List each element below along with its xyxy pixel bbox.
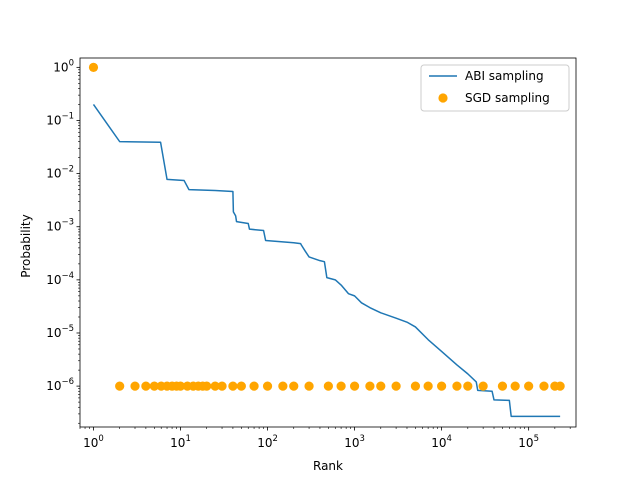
y-tick-label: 10−2	[46, 165, 74, 181]
y-tick-label: 10−1	[46, 111, 74, 127]
data-point-sgd	[365, 381, 375, 391]
data-point-sgd	[88, 62, 99, 72]
data-point-sgd	[349, 381, 360, 391]
data-point-sgd	[524, 381, 534, 391]
data-point-sgd	[289, 381, 299, 391]
y-tick-label: 10−5	[46, 324, 74, 340]
data-point-sgd	[115, 381, 125, 391]
data-point-sgd	[423, 381, 433, 391]
data-point-sgd	[175, 381, 186, 391]
data-point-sgd	[262, 381, 273, 391]
y-tick-label: 10−6	[46, 377, 74, 393]
legend-label-sgd: SGD sampling	[465, 91, 550, 105]
data-point-sgd	[228, 381, 238, 391]
x-tick-label: 103	[344, 434, 365, 450]
data-point-sgd	[217, 381, 227, 391]
legend-marker-swatch	[438, 93, 448, 103]
data-point-sgd	[555, 381, 565, 391]
axes-layer: 100 101 102 103 104 105 10−6 10−5 10−4 10−3 10−2 10…	[46, 57, 577, 450]
legend-box	[420, 64, 570, 112]
plot-area	[80, 58, 576, 427]
y-tick-label: 100	[53, 58, 74, 74]
y-axis-label: Probability	[19, 214, 33, 277]
data-point-sgd	[130, 381, 140, 391]
data-point-sgd	[463, 381, 473, 391]
data-point-sgd	[336, 381, 346, 391]
y-tick-label: 10−4	[46, 271, 74, 287]
x-tick-label: 102	[257, 434, 278, 450]
data-point-sgd	[202, 381, 212, 391]
series-line-abi	[92, 104, 561, 418]
x-tick-label: 104	[431, 434, 452, 450]
x-tick-label: 105	[518, 434, 539, 450]
data-point-sgd	[278, 381, 288, 391]
data-point-sgd	[497, 381, 508, 391]
legend: ABI sampling SGD sampling	[420, 64, 570, 112]
data-point-sgd	[410, 381, 421, 391]
data-point-sgd	[452, 381, 462, 391]
data-point-sgd	[478, 381, 488, 391]
data-point-sgd	[539, 381, 549, 391]
data-point-sgd	[141, 381, 151, 391]
series-layer	[88, 62, 565, 418]
legend-label-abi: ABI sampling	[465, 69, 544, 83]
data-point-sgd	[391, 381, 401, 391]
y-tick-label: 10−3	[46, 218, 74, 234]
data-point-sgd	[376, 381, 386, 391]
plot-background	[80, 58, 576, 427]
x-tick-label: 101	[170, 434, 191, 450]
data-point-sgd	[510, 381, 520, 391]
data-point-sgd	[249, 381, 259, 391]
data-point-sgd	[437, 381, 447, 391]
x-tick-label: 100	[83, 434, 104, 450]
data-point-sgd	[210, 381, 220, 391]
plot-frame	[79, 57, 577, 428]
data-point-sgd	[304, 381, 314, 391]
data-point-sgd	[236, 381, 246, 391]
x-axis-label: Rank	[313, 459, 343, 473]
data-point-sgd	[149, 381, 159, 391]
data-point-sgd	[323, 381, 333, 391]
